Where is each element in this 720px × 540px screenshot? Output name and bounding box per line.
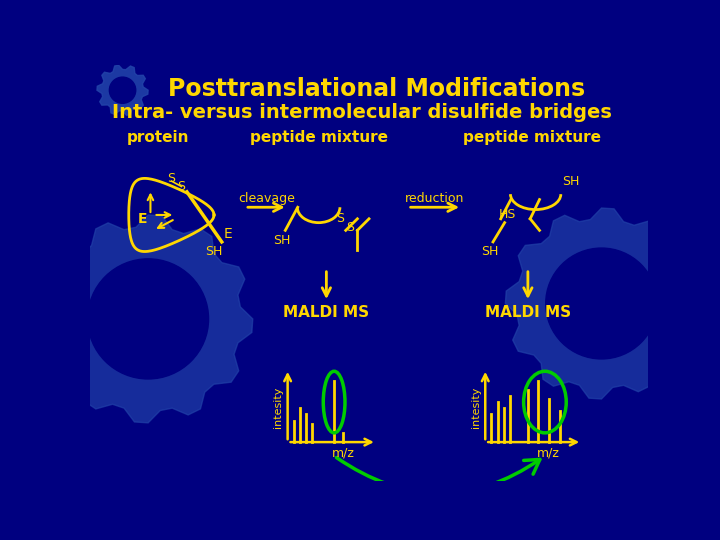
Text: HS: HS — [498, 208, 516, 221]
Text: SH: SH — [562, 176, 579, 188]
Text: m/z: m/z — [537, 447, 560, 460]
Text: SH: SH — [274, 234, 291, 247]
Text: cleavage: cleavage — [238, 192, 295, 205]
Text: SH: SH — [205, 245, 222, 259]
Polygon shape — [97, 65, 148, 116]
Text: intesity: intesity — [471, 387, 481, 428]
Text: peptide mixture: peptide mixture — [250, 131, 387, 145]
Circle shape — [88, 259, 209, 379]
Text: SH: SH — [481, 245, 498, 259]
Circle shape — [546, 248, 657, 359]
Text: S: S — [346, 221, 354, 234]
Text: reduction: reduction — [405, 192, 464, 205]
Text: S: S — [336, 212, 344, 225]
Circle shape — [109, 77, 136, 103]
Text: S: S — [177, 180, 186, 193]
Text: intesity: intesity — [274, 387, 284, 428]
Text: MALDI MS: MALDI MS — [485, 305, 571, 320]
Text: Intra- versus intermolecular disulfide bridges: Intra- versus intermolecular disulfide b… — [112, 103, 611, 122]
Polygon shape — [43, 215, 253, 423]
Text: S: S — [167, 172, 176, 185]
Text: MALDI MS: MALDI MS — [283, 305, 369, 320]
FancyArrowPatch shape — [336, 457, 540, 494]
Text: E: E — [224, 227, 233, 241]
Text: m/z: m/z — [332, 447, 355, 460]
Text: protein: protein — [127, 131, 189, 145]
Text: peptide mixture: peptide mixture — [463, 131, 600, 145]
Polygon shape — [505, 208, 698, 399]
Text: Posttranslational Modifications: Posttranslational Modifications — [168, 77, 585, 102]
Text: E: E — [138, 212, 148, 226]
